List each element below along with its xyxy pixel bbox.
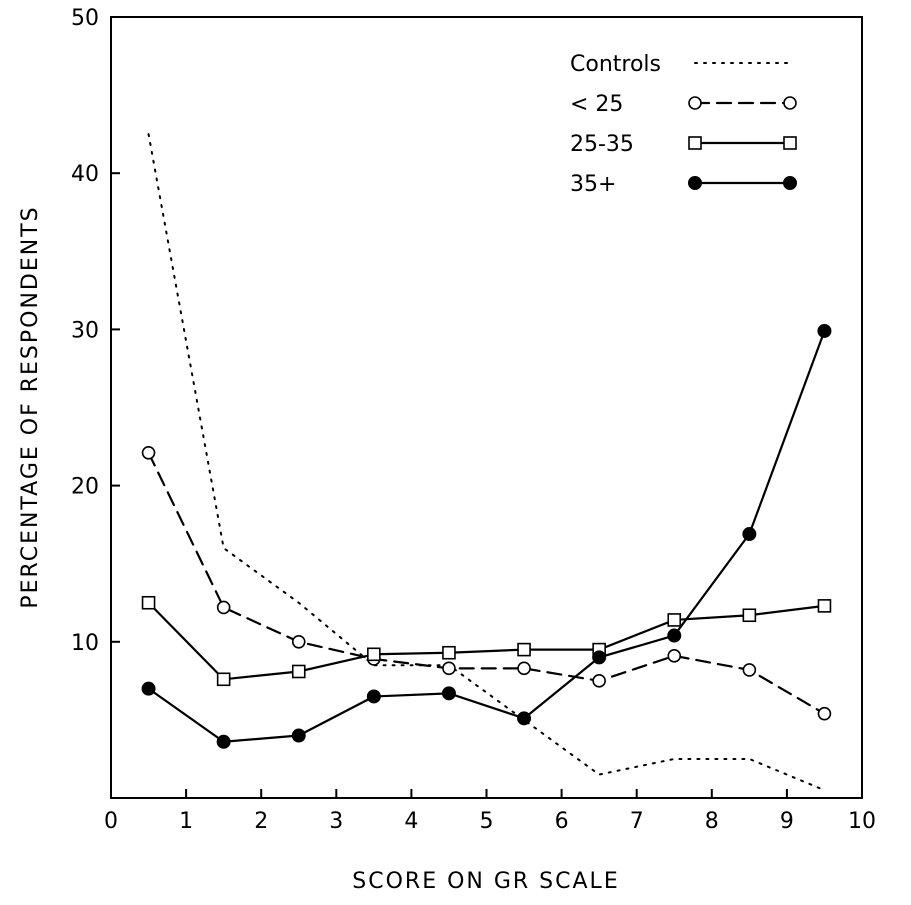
legend-marker: [783, 136, 797, 150]
series-line: [147, 329, 826, 743]
y-axis-title: PERCENTAGE OF RESPONDENTS: [18, 205, 43, 608]
legend-label: 25-35: [570, 132, 634, 157]
y-tick-label: 40: [71, 162, 99, 187]
data-point: [141, 445, 156, 460]
series-solid-3: [141, 323, 832, 749]
data-point: [817, 323, 832, 338]
legend-marker: [688, 136, 702, 150]
data-point: [291, 728, 306, 743]
legend-marker: [783, 96, 797, 110]
x-tick-label: 9: [780, 809, 794, 834]
data-point: [291, 634, 306, 649]
data-point: [817, 599, 832, 613]
x-tick-label: 5: [480, 809, 494, 834]
data-point: [291, 664, 306, 679]
data-point: [367, 647, 381, 662]
data-point: [517, 642, 531, 657]
x-tick-label: 4: [404, 809, 418, 834]
data-point: [441, 686, 456, 701]
data-point: [216, 734, 231, 749]
x-tick-label: 10: [848, 809, 876, 834]
data-point: [667, 613, 682, 627]
data-point: [517, 711, 532, 726]
x-tick-label: 1: [179, 809, 193, 834]
y-tick-label: 50: [71, 6, 99, 31]
series-dashed-1: [141, 445, 832, 721]
x-tick-label: 7: [630, 809, 644, 834]
x-tick-label: 0: [104, 809, 118, 834]
data-point: [366, 689, 381, 704]
series-line: [147, 451, 826, 715]
data-point: [442, 645, 456, 660]
data-point: [141, 595, 156, 610]
data-point: [742, 527, 757, 542]
data-point: [817, 706, 832, 721]
data-point: [742, 608, 757, 623]
data-point: [216, 600, 231, 615]
series-line: [147, 601, 826, 681]
series-layer: [141, 133, 832, 792]
legend-marker: [688, 96, 702, 110]
y-tick-label: 30: [71, 318, 99, 343]
data-point: [517, 661, 531, 676]
data-point: [592, 650, 607, 665]
data-point: [141, 681, 156, 696]
axis-ticks: 0 1 2 3 4 5 6 7 8 9 10 10 20 30 40 50: [71, 6, 876, 834]
y-tick-label: 20: [71, 475, 99, 500]
legend-marker: [783, 176, 797, 190]
data-point: [592, 674, 606, 688]
legend: Controls < 25 25-35 35+: [570, 52, 797, 197]
data-point: [742, 663, 757, 677]
x-tick-label: 2: [254, 809, 268, 834]
x-tick-label: 6: [555, 809, 569, 834]
data-point: [667, 628, 682, 643]
legend-label: 35+: [570, 172, 616, 197]
legend-label: Controls: [570, 52, 661, 77]
y-tick-label: 10: [71, 631, 99, 656]
x-tick-label: 3: [329, 809, 343, 834]
data-point: [442, 661, 456, 676]
legend-label: < 25: [570, 92, 623, 117]
x-axis-title: SCORE ON GR SCALE: [352, 869, 619, 894]
x-tick-label: 8: [705, 809, 719, 834]
legend-marker: [688, 176, 702, 190]
series-line: [147, 133, 826, 792]
data-point: [667, 649, 682, 663]
series-solid-2: [141, 595, 832, 687]
data-point: [216, 672, 231, 687]
series-dotted-0: [147, 133, 826, 792]
